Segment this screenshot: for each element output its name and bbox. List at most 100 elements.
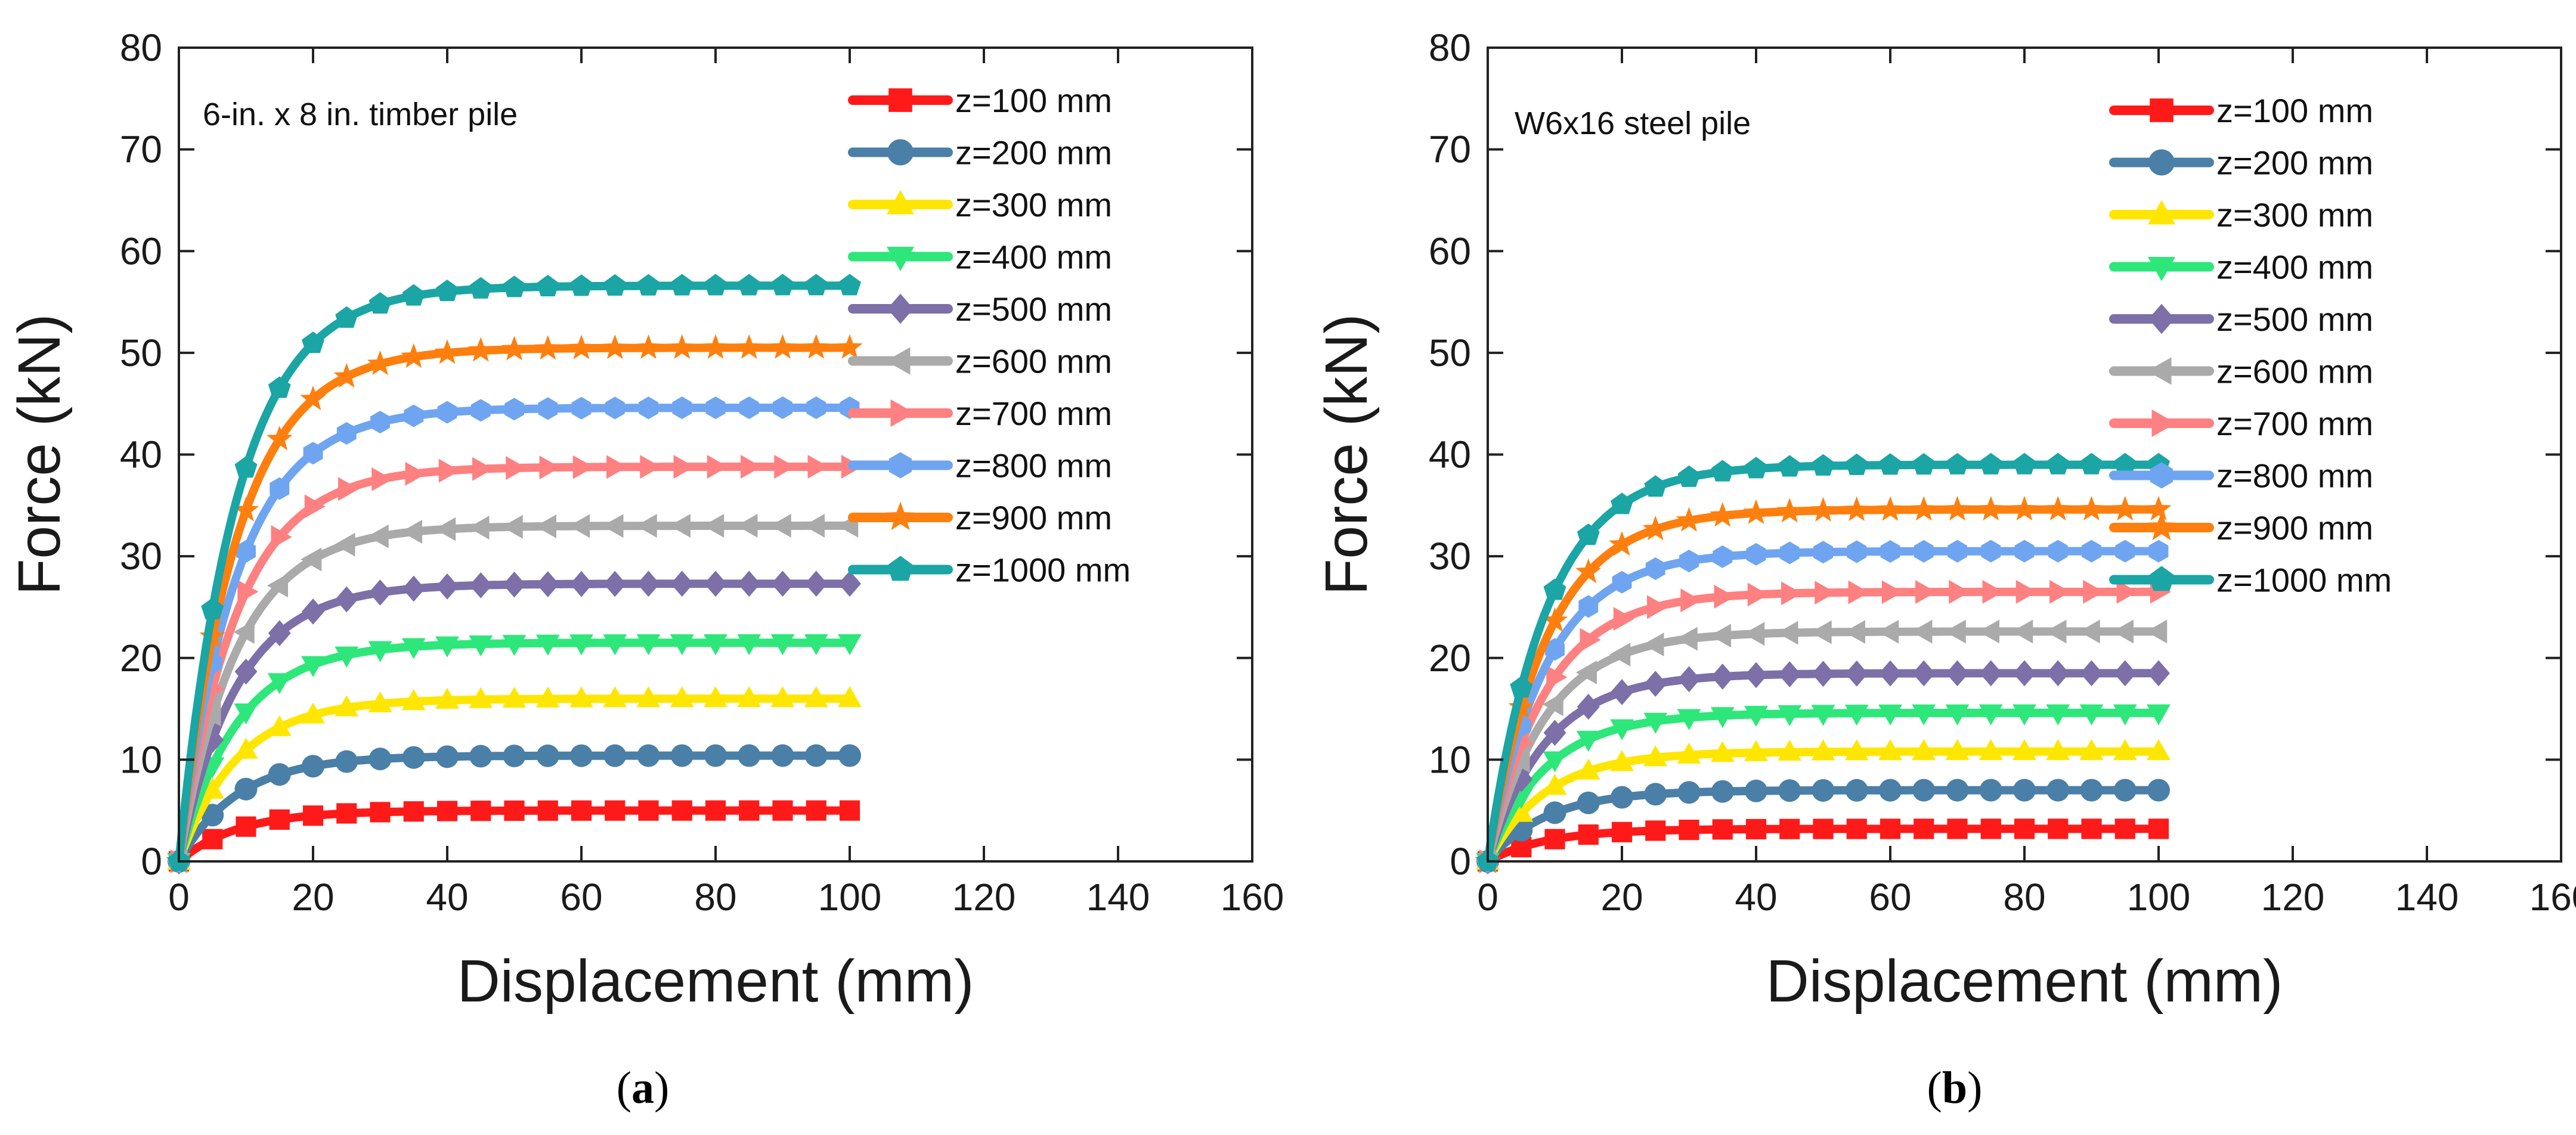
series-4-point bbox=[1778, 705, 1802, 727]
series-7-point bbox=[304, 494, 326, 519]
series-9-point bbox=[333, 363, 360, 388]
series-5-point bbox=[536, 571, 559, 597]
legend-marker-9 bbox=[885, 501, 916, 531]
series-9-point bbox=[2112, 495, 2138, 521]
series-4-point bbox=[1945, 704, 1970, 725]
series-4-point bbox=[1710, 707, 1735, 728]
legend-label-9: z=900 mm bbox=[955, 499, 1112, 537]
series-8-point bbox=[1981, 539, 2001, 563]
y-tick-label: 80 bbox=[1429, 26, 1471, 69]
series-5-point bbox=[402, 575, 425, 602]
series-7-point bbox=[2015, 579, 2037, 604]
series-10-point bbox=[603, 274, 627, 296]
series-6-point bbox=[535, 514, 556, 538]
legend-marker-6 bbox=[886, 347, 911, 375]
series-10-point bbox=[1711, 460, 1734, 482]
series-9-point bbox=[736, 334, 762, 359]
series-2-point bbox=[2013, 779, 2036, 802]
series-8-point bbox=[1813, 541, 1833, 564]
series-5-point bbox=[1510, 766, 1533, 792]
legend-label-10: z=1000 mm bbox=[2216, 562, 2392, 599]
series-7-point bbox=[237, 579, 259, 604]
series-5-point bbox=[2080, 660, 2103, 687]
series-3-point bbox=[368, 691, 392, 712]
series-2-point bbox=[1711, 780, 1734, 803]
legend-marker-7 bbox=[890, 399, 915, 427]
series-2-point bbox=[1745, 779, 1767, 802]
series-1-point bbox=[806, 800, 826, 821]
series-group bbox=[1475, 452, 2172, 874]
series-9-point bbox=[769, 334, 796, 359]
legend-label-10: z=1000 mm bbox=[955, 551, 1131, 589]
legend-label-1: z=100 mm bbox=[955, 82, 1112, 119]
series-5-point bbox=[1879, 660, 1902, 687]
series-5-point bbox=[335, 586, 358, 613]
legend-label-5: z=500 mm bbox=[2216, 300, 2373, 338]
series-1-point bbox=[1880, 818, 1901, 839]
series-6-point bbox=[1744, 622, 1765, 646]
series-10-point bbox=[1979, 452, 2002, 475]
series-4-point bbox=[368, 641, 392, 662]
series-8-point bbox=[370, 411, 390, 434]
series-1-point bbox=[2114, 818, 2135, 839]
series-2-point bbox=[234, 777, 258, 801]
series-8-point bbox=[270, 477, 290, 500]
y-tick-label: 0 bbox=[141, 840, 162, 883]
series-3-point bbox=[2079, 739, 2104, 760]
series-4-point bbox=[704, 634, 727, 656]
x-tick-label: 20 bbox=[292, 876, 334, 919]
x-tick-label: 0 bbox=[1477, 876, 1498, 919]
series-9-point bbox=[367, 350, 394, 376]
series-3-point bbox=[1844, 739, 1869, 761]
series-4-point bbox=[670, 634, 694, 656]
series-6-point bbox=[803, 513, 825, 538]
series-1-point bbox=[1712, 819, 1733, 840]
series-6-point bbox=[2146, 619, 2168, 644]
series-3-point bbox=[401, 689, 426, 711]
series-9-point bbox=[1877, 496, 1903, 521]
series-7-point bbox=[741, 455, 762, 479]
series-6-point bbox=[1878, 619, 1899, 644]
series-4-point bbox=[535, 634, 560, 656]
series-9-point bbox=[1508, 694, 1534, 719]
series-3-point bbox=[704, 686, 727, 708]
series-3-point bbox=[267, 715, 292, 736]
series-1-point bbox=[1645, 820, 1666, 841]
series-7-point bbox=[2049, 579, 2071, 604]
series-4-point bbox=[1643, 712, 1668, 734]
series-9-point bbox=[1810, 497, 1837, 522]
series-8-point bbox=[1948, 539, 1967, 563]
series-2-point bbox=[335, 750, 358, 773]
series-6-point bbox=[2045, 619, 2067, 644]
series-4-point bbox=[267, 673, 292, 694]
series-2-point bbox=[302, 755, 324, 778]
legend-label-2: z=200 mm bbox=[2216, 144, 2373, 182]
series-10-point bbox=[670, 274, 693, 296]
series-3-point bbox=[1643, 745, 1668, 767]
series-10-point bbox=[234, 456, 258, 478]
series-3-point bbox=[2113, 739, 2137, 760]
series-1-point bbox=[1779, 818, 1800, 839]
series-4-point bbox=[804, 634, 828, 656]
series-4-point bbox=[1677, 709, 1701, 730]
series-5-point bbox=[369, 579, 392, 606]
series-8-point bbox=[504, 398, 524, 421]
series-7-point bbox=[673, 455, 695, 479]
series-5-point bbox=[2113, 660, 2137, 687]
y-tick-label: 30 bbox=[120, 535, 162, 578]
series-10-point bbox=[838, 274, 861, 296]
series-9-point bbox=[1642, 516, 1668, 541]
series-7-point bbox=[438, 458, 460, 483]
series-4-point bbox=[603, 634, 627, 656]
series-1-point bbox=[1914, 818, 1934, 839]
series-3-point bbox=[435, 687, 459, 709]
x-tick-label: 160 bbox=[2529, 876, 2576, 919]
series-2-point bbox=[436, 745, 459, 768]
series-1-point bbox=[370, 802, 391, 823]
legend-label-8: z=800 mm bbox=[2216, 457, 2373, 495]
series-6-point bbox=[200, 702, 221, 727]
y-tick-label: 10 bbox=[1429, 738, 1471, 781]
series-6-point bbox=[1945, 619, 1966, 644]
series-3-point bbox=[1744, 740, 1768, 761]
series-8-point bbox=[470, 399, 491, 422]
